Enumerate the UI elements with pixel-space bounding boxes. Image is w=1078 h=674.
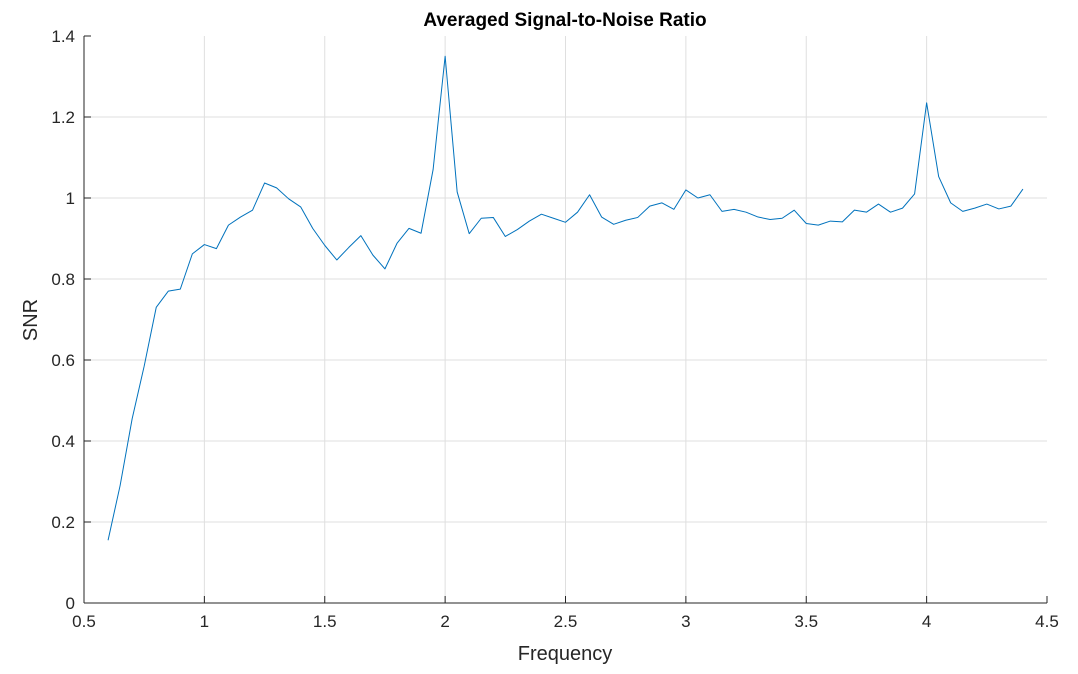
x-tick-label: 4.5 [1035, 612, 1059, 631]
y-tick-label: 0.8 [51, 270, 75, 289]
y-tick-label: 0.6 [51, 351, 75, 370]
x-tick-label: 3 [681, 612, 690, 631]
y-tick-label: 0 [66, 594, 75, 613]
y-tick-label: 1.2 [51, 108, 75, 127]
x-tick-label: 0.5 [72, 612, 96, 631]
y-tick-label: 1.4 [51, 27, 75, 46]
x-tick-label: 2 [440, 612, 449, 631]
x-axis-label: Frequency [518, 643, 613, 665]
grid-lines [84, 36, 1047, 603]
x-tick-label: 1 [200, 612, 209, 631]
x-tick-label: 4 [922, 612, 931, 631]
chart-title: Averaged Signal-to-Noise Ratio [423, 10, 706, 31]
x-tick-label: 2.5 [554, 612, 578, 631]
series-layer [107, 55, 1024, 541]
y-tick-label: 0.2 [51, 513, 75, 532]
y-axis-label: SNR [20, 299, 42, 341]
tick-labels: 0.5 1 1.5 2 2.5 3 3.5 4 4.5 0 0.2 0.4 0.6 0.8 1 1.2 1.4 [51, 27, 1058, 631]
axes [83, 35, 1048, 604]
snr-series-line [107, 55, 1024, 541]
x-tick-label: 1.5 [313, 612, 337, 631]
x-tick-label: 3.5 [794, 612, 818, 631]
y-tick-label: 1 [66, 189, 75, 208]
y-tick-label: 0.4 [51, 432, 75, 451]
